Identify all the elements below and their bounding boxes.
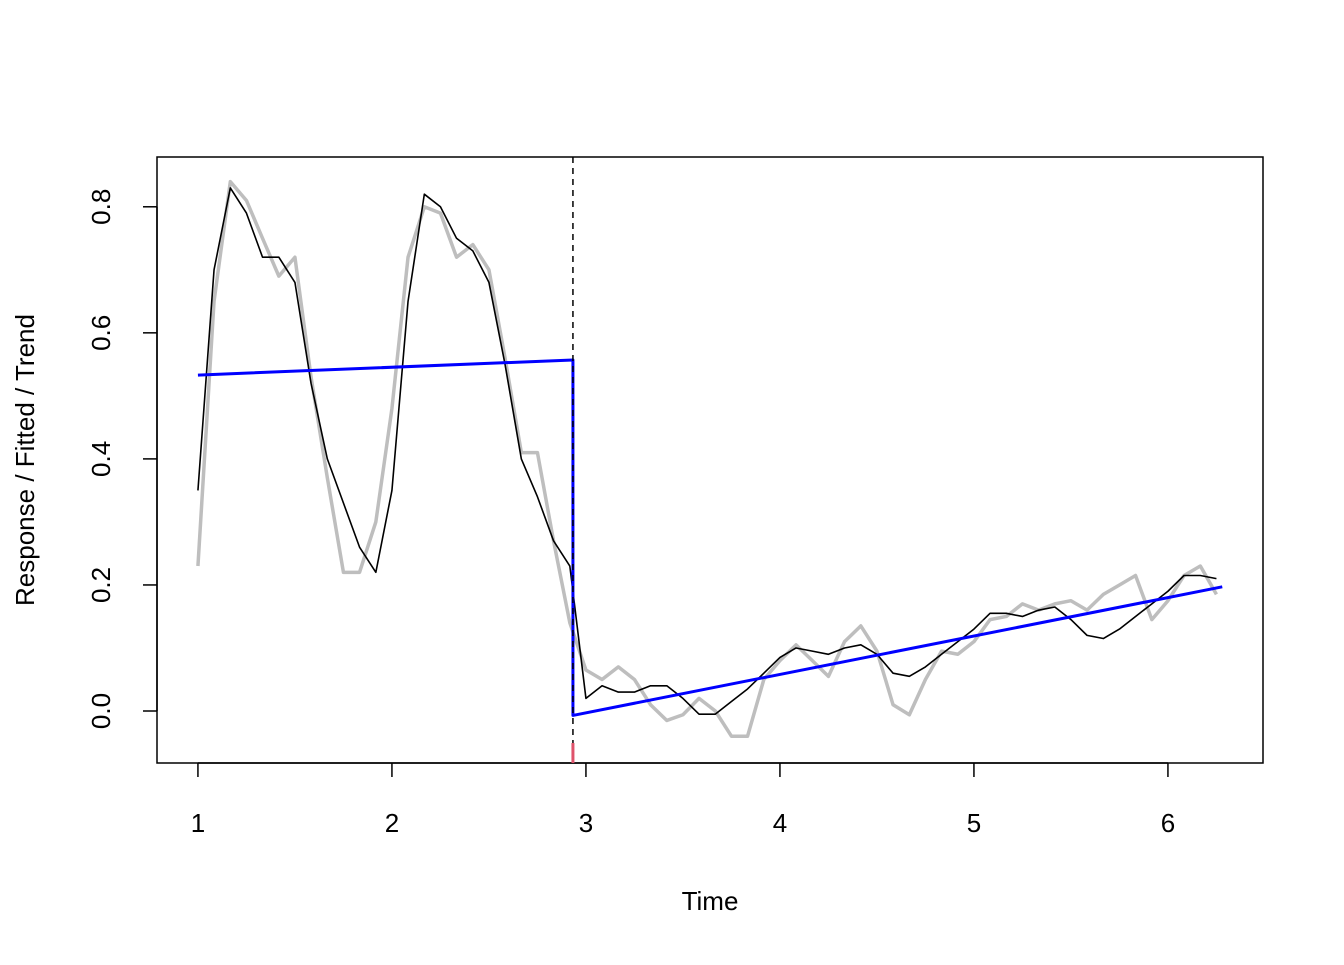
x-tick-label: 4: [773, 808, 787, 838]
y-tick-label: 0.8: [86, 189, 116, 225]
y-axis-label: Response / Fitted / Trend: [10, 314, 40, 606]
y-tick-label: 0.0: [86, 693, 116, 729]
x-axis-label: Time: [682, 886, 739, 916]
y-tick-label: 0.4: [86, 441, 116, 477]
series-line: [196, 179, 1218, 738]
trend-line: [197, 358, 1223, 717]
series-line: [197, 187, 1217, 715]
x-tick-label: 3: [579, 808, 593, 838]
x-tick-label: 5: [967, 808, 981, 838]
x-tick-label: 6: [1161, 808, 1175, 838]
x-tick-label: 1: [191, 808, 205, 838]
y-tick-label: 0.2: [86, 567, 116, 603]
y-tick-label: 0.6: [86, 315, 116, 351]
x-tick-label: 2: [385, 808, 399, 838]
